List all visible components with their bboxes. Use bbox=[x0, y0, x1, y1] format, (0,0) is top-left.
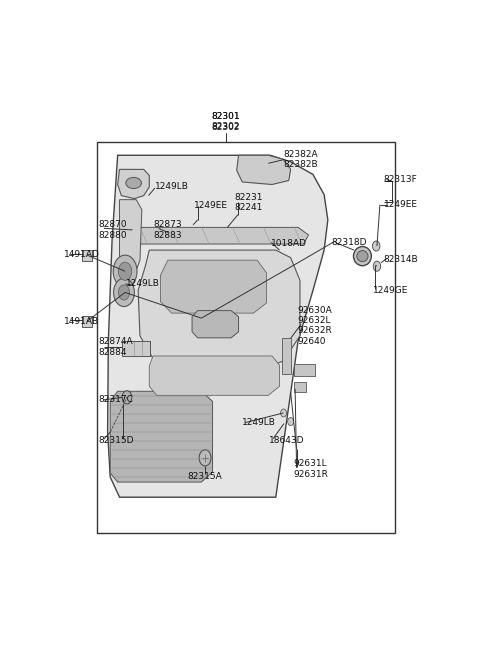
Ellipse shape bbox=[353, 246, 372, 266]
Circle shape bbox=[199, 450, 211, 466]
Polygon shape bbox=[149, 356, 279, 396]
Text: 82382A
82382B: 82382A 82382B bbox=[283, 149, 318, 169]
Circle shape bbox=[281, 409, 287, 417]
Polygon shape bbox=[138, 250, 300, 371]
Text: 82315A: 82315A bbox=[188, 472, 222, 481]
Text: 82317C: 82317C bbox=[99, 396, 133, 404]
Text: 82301
82302: 82301 82302 bbox=[211, 111, 240, 131]
Text: 82874A
82884: 82874A 82884 bbox=[99, 337, 133, 356]
Ellipse shape bbox=[126, 178, 142, 189]
Text: 82315D: 82315D bbox=[99, 436, 134, 445]
Text: 1249LB: 1249LB bbox=[155, 182, 189, 191]
Polygon shape bbox=[138, 227, 309, 244]
Text: 1018AD: 1018AD bbox=[271, 238, 307, 248]
Text: 82314B: 82314B bbox=[383, 255, 418, 264]
Circle shape bbox=[113, 255, 137, 288]
Polygon shape bbox=[160, 260, 266, 313]
Polygon shape bbox=[108, 155, 328, 497]
FancyBboxPatch shape bbox=[82, 250, 92, 261]
Circle shape bbox=[122, 391, 132, 404]
Text: 82313F: 82313F bbox=[384, 175, 418, 184]
FancyBboxPatch shape bbox=[82, 316, 92, 327]
FancyBboxPatch shape bbox=[294, 383, 305, 392]
Text: 18643D: 18643D bbox=[269, 436, 305, 445]
FancyBboxPatch shape bbox=[294, 364, 315, 376]
Circle shape bbox=[288, 417, 294, 426]
Circle shape bbox=[114, 278, 134, 307]
Text: 82301
82302: 82301 82302 bbox=[211, 112, 240, 132]
Text: 1491AD: 1491AD bbox=[64, 250, 99, 259]
Ellipse shape bbox=[357, 251, 368, 262]
Polygon shape bbox=[237, 155, 290, 185]
Circle shape bbox=[119, 285, 130, 300]
Text: 82318D: 82318D bbox=[332, 238, 367, 247]
Polygon shape bbox=[118, 170, 149, 198]
Circle shape bbox=[372, 241, 380, 251]
Text: 1249EE: 1249EE bbox=[384, 200, 418, 209]
Text: 82231
82241: 82231 82241 bbox=[234, 193, 263, 212]
Circle shape bbox=[373, 261, 381, 271]
Text: 92630A
92632L
92632R
92640: 92630A 92632L 92632R 92640 bbox=[297, 306, 332, 346]
FancyBboxPatch shape bbox=[97, 141, 395, 533]
Text: 1249GE: 1249GE bbox=[372, 286, 408, 295]
Polygon shape bbox=[192, 310, 239, 338]
Text: 92631L
92631R: 92631L 92631R bbox=[294, 459, 328, 479]
Text: 82870
82880: 82870 82880 bbox=[99, 220, 127, 240]
Polygon shape bbox=[110, 391, 213, 482]
Text: 1491AB: 1491AB bbox=[64, 316, 99, 326]
FancyBboxPatch shape bbox=[122, 341, 150, 356]
FancyBboxPatch shape bbox=[282, 339, 290, 373]
Text: 82873
82883: 82873 82883 bbox=[154, 220, 182, 240]
Text: 1249LB: 1249LB bbox=[242, 418, 276, 427]
Text: 1249LB: 1249LB bbox=[125, 280, 159, 288]
Polygon shape bbox=[120, 200, 142, 280]
Text: 1249EE: 1249EE bbox=[194, 201, 228, 210]
Circle shape bbox=[119, 262, 132, 280]
